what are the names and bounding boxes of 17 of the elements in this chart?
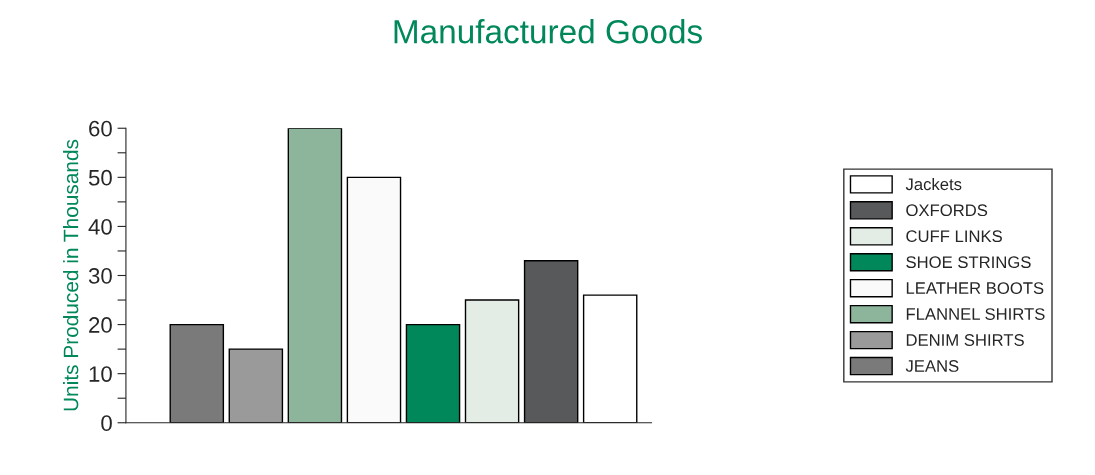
y-tick-label: 60 — [89, 120, 112, 137]
y-tick-label: 0 — [101, 415, 112, 432]
y-tick-label: 50 — [88, 169, 112, 186]
legend-label: OXFORDS — [906, 204, 988, 217]
y-tick-label: 10 — [89, 366, 112, 382]
legend-label: CUFF LINKS — [906, 230, 1002, 243]
legend-label: LEATHER BOOTS — [906, 282, 1044, 294]
legend-label: SHOE STRINGS — [906, 256, 1031, 269]
legend-label: DENIM SHIRTS — [906, 334, 1024, 346]
y-tick-label: 40 — [88, 218, 112, 235]
legend-label: FLANNEL SHIRTS — [906, 308, 1045, 320]
legend-label: Jackets — [905, 177, 962, 191]
chart-title: Manufactured Goods — [394, 19, 702, 44]
y-axis-title: Units Produced in Thousands — [63, 139, 79, 411]
y-tick-label: 20 — [89, 317, 112, 333]
y-tick-label: 30 — [88, 268, 112, 284]
legend-label: JEANS — [905, 360, 959, 372]
